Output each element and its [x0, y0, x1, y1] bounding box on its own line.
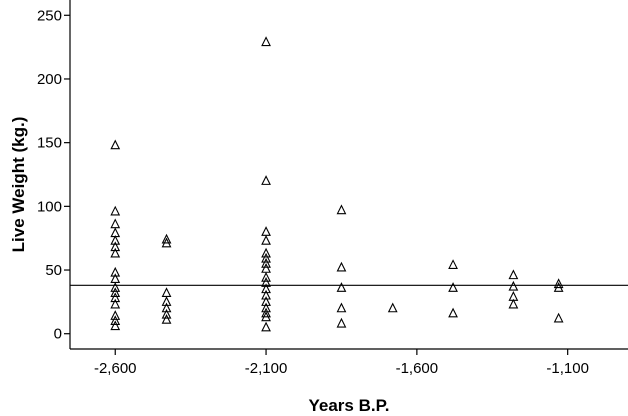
data-point-39	[261, 321, 271, 332]
data-point-9	[110, 282, 121, 292]
data-point-53	[553, 278, 564, 289]
data-point-10	[110, 287, 121, 298]
data-point-40	[336, 204, 347, 215]
data-point-44	[336, 317, 347, 328]
x-tick-label: -2,100	[245, 360, 288, 377]
data-point-0	[110, 139, 121, 150]
data-point-5	[110, 241, 121, 252]
data-point-12	[110, 298, 121, 309]
data-point-48	[448, 307, 458, 318]
data-point-43	[336, 302, 347, 313]
data-point-20	[161, 302, 172, 313]
x-tick-label: -2,600	[94, 360, 137, 377]
data-point-31	[261, 271, 271, 282]
data-point-28	[261, 252, 271, 263]
data-point-15	[110, 320, 121, 331]
data-point-27	[261, 247, 271, 258]
data-point-50	[508, 280, 519, 291]
data-point-21	[161, 308, 172, 319]
data-point-42	[336, 282, 347, 292]
y-tick-label: 50	[45, 262, 62, 279]
data-point-17	[161, 237, 172, 248]
data-point-33	[261, 283, 271, 294]
data-point-7	[110, 266, 121, 277]
data-point-37	[261, 307, 271, 318]
data-point-18	[161, 287, 172, 298]
data-point-54	[553, 282, 564, 292]
data-point-16	[161, 233, 172, 244]
data-point-35	[261, 296, 271, 306]
y-axis-title: Live Weight (kg.)	[9, 117, 28, 253]
data-point-29	[261, 257, 271, 268]
data-point-24	[261, 175, 271, 185]
axes	[69, 0, 628, 350]
data-point-4	[110, 235, 121, 245]
data-point-23	[261, 36, 271, 47]
data-point-41	[336, 261, 347, 272]
data-point-11	[110, 292, 121, 303]
data-points	[110, 36, 564, 332]
y-tick-label: 150	[37, 135, 62, 152]
data-point-13	[110, 310, 121, 320]
data-point-19	[161, 296, 172, 306]
data-point-25	[261, 226, 271, 236]
x-axis-title: Years B.P.	[309, 396, 390, 415]
data-point-47	[448, 282, 458, 292]
data-point-22	[161, 313, 172, 324]
data-point-32	[261, 277, 271, 287]
data-point-45	[387, 302, 398, 313]
y-ticks: 0 50 100 150 200 250	[37, 7, 70, 343]
data-point-1	[110, 205, 121, 216]
data-point-14	[110, 315, 121, 326]
data-point-2	[110, 218, 121, 229]
data-point-34	[261, 289, 271, 300]
y-tick-label: 250	[37, 7, 62, 24]
x-tick-label: -1,600	[396, 360, 439, 377]
data-point-55	[553, 312, 564, 323]
data-point-46	[448, 259, 458, 269]
data-point-6	[110, 247, 121, 258]
x-ticks: -2,600 -2,100 -1,600 -1,100	[94, 349, 589, 377]
y-tick-label: 0	[54, 326, 62, 343]
data-point-26	[261, 235, 271, 245]
data-point-52	[508, 298, 519, 309]
data-point-49	[508, 269, 519, 280]
y-tick-label: 200	[37, 71, 62, 88]
y-tick-label: 100	[37, 198, 62, 215]
data-point-38	[261, 311, 271, 322]
x-tick-label: -1,100	[546, 360, 589, 377]
